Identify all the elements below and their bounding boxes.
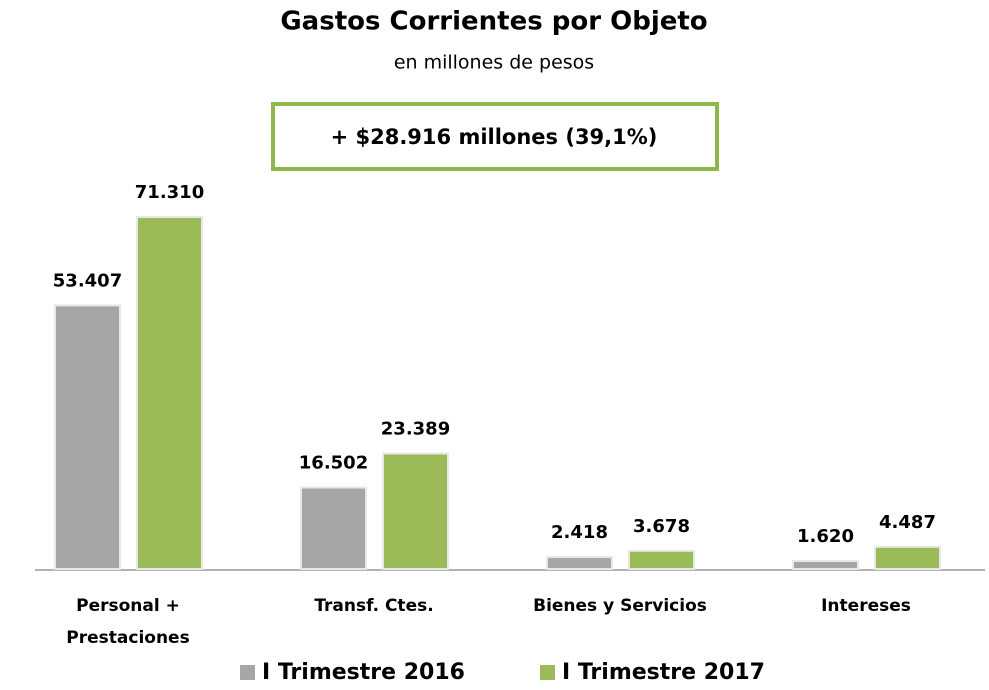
value-label: 23.389 bbox=[381, 419, 450, 440]
annotation-box bbox=[271, 102, 719, 171]
value-label: 4.487 bbox=[879, 512, 936, 533]
bar bbox=[792, 560, 859, 570]
value-label: 16.502 bbox=[299, 453, 368, 474]
x-tick-label: Personal + Prestaciones bbox=[66, 596, 190, 648]
bar bbox=[136, 216, 203, 570]
legend-swatch bbox=[540, 665, 555, 680]
legend-label: I Trimestre 2016 bbox=[262, 660, 465, 685]
x-tick-label: Transf. Ctes. bbox=[314, 596, 434, 616]
bar bbox=[54, 304, 121, 570]
legend-label: I Trimestre 2017 bbox=[562, 660, 765, 685]
bar bbox=[546, 556, 613, 570]
bar bbox=[874, 545, 941, 571]
bar bbox=[382, 452, 449, 571]
value-label: 2.418 bbox=[551, 522, 608, 543]
value-label: 1.620 bbox=[797, 526, 854, 547]
chart-title: Gastos Corrientes por Objeto bbox=[280, 7, 707, 37]
bar bbox=[628, 549, 695, 570]
annotation: + $28.916 millones (39,1%) bbox=[331, 125, 658, 149]
value-label: 3.678 bbox=[633, 516, 690, 537]
value-label: 71.310 bbox=[135, 182, 204, 203]
legend-swatch bbox=[240, 665, 255, 680]
bar bbox=[300, 486, 367, 571]
chart-subtitle: en millones de pesos bbox=[394, 52, 594, 74]
x-tick-label: Intereses bbox=[821, 596, 911, 616]
x-tick-label: Bienes y Servicios bbox=[533, 596, 707, 616]
value-label: 53.407 bbox=[53, 270, 122, 291]
